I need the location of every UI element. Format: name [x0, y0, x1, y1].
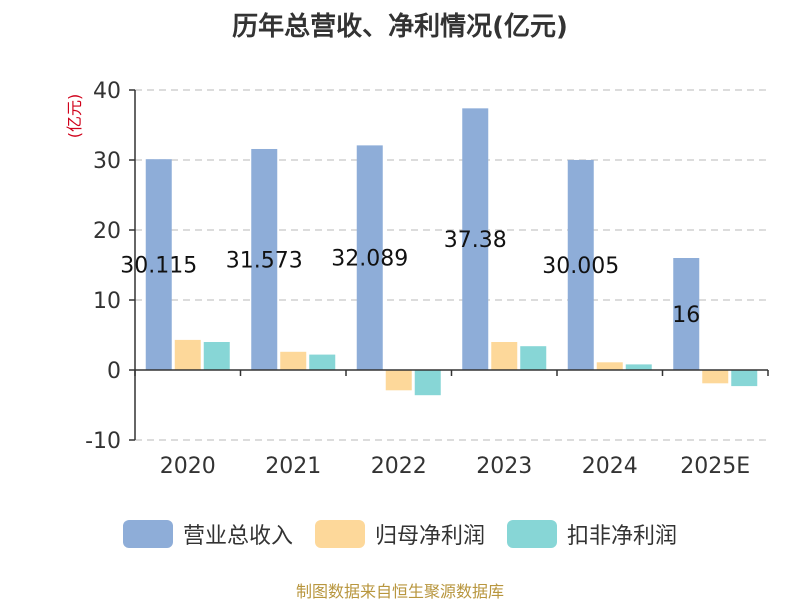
bar: [414, 370, 441, 396]
bar: [203, 342, 230, 370]
legend-item[interactable]: 归母净利润: [314, 518, 485, 550]
y-tick-label: 30: [93, 149, 121, 174]
bar: [702, 370, 729, 384]
x-tick-label: 2024: [582, 454, 638, 479]
y-axis-label: (亿元): [65, 94, 84, 139]
axes: -10 0 10 20 30 40 (亿元) 2020 2021 2022 2023 2024 2025…: [65, 79, 769, 479]
bar: [280, 351, 307, 370]
legend-swatch-revenue: [122, 520, 173, 548]
chart-title: 历年总营收、净利情况(亿元): [232, 12, 568, 42]
y-tick-label: 0: [107, 359, 121, 384]
bar: [625, 364, 652, 370]
legend-label: 归母净利润: [374, 524, 485, 549]
data-label: 30.115: [120, 254, 197, 279]
x-tick-label: 2021: [265, 454, 321, 479]
x-tick-label: 2022: [371, 454, 427, 479]
legend-swatch-adjusted-net-profit: [507, 520, 557, 548]
legend: 营业总收入 归母净利润 扣非净利润: [0, 518, 800, 550]
bar: [596, 362, 623, 370]
data-label: 31.573: [226, 248, 303, 273]
bar: [731, 370, 758, 387]
bar: [174, 339, 201, 370]
bar: [567, 159, 594, 370]
x-tick-label: 2020: [160, 454, 216, 479]
bars: [145, 108, 758, 396]
bar: [309, 354, 336, 370]
data-label: 30.005: [542, 254, 619, 279]
legend-label: 扣非净利润: [567, 524, 678, 549]
y-tick-label: -10: [85, 429, 121, 454]
bar: [251, 148, 278, 370]
y-tick-label: 40: [93, 79, 121, 104]
bar: [520, 346, 547, 370]
legend-item[interactable]: 营业总收入: [122, 518, 293, 550]
data-label: 37.38: [444, 228, 507, 253]
legend-label: 营业总收入: [182, 524, 293, 549]
x-tick-label: 2023: [476, 454, 532, 479]
bar: [673, 258, 700, 370]
bar: [491, 342, 518, 370]
legend-item[interactable]: 扣非净利润: [507, 518, 677, 550]
source-note: 制图数据来自恒生聚源数据库: [295, 582, 504, 601]
bar: [145, 159, 172, 370]
bar: [462, 108, 489, 370]
legend-swatch-net-profit: [314, 520, 365, 548]
data-label: 32.089: [331, 247, 408, 272]
data-labels: 30.115 31.573 32.089 37.38 30.005 16: [120, 228, 700, 328]
y-tick-label: 20: [93, 219, 121, 244]
grid-lines: [135, 89, 768, 441]
x-tick-label: 2025E: [680, 454, 750, 479]
bar: [385, 370, 412, 391]
y-tick-label: 10: [93, 289, 121, 314]
bar: [356, 145, 383, 370]
data-label: 16: [672, 303, 700, 328]
